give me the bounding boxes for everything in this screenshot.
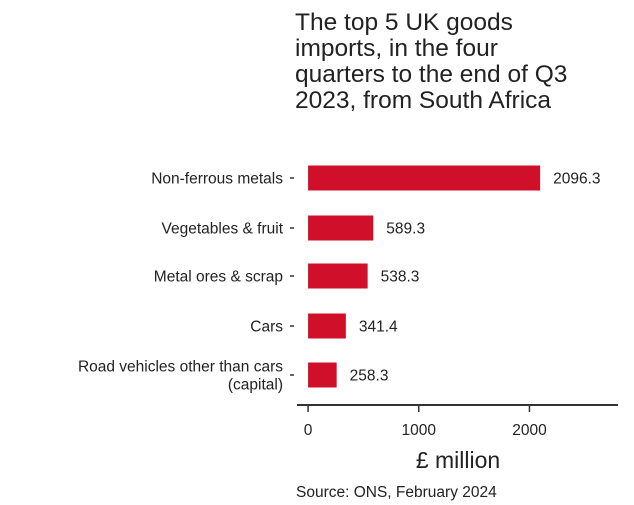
category-label: Non-ferrous metals (151, 171, 283, 188)
category-label: Cars (250, 319, 283, 336)
bar (308, 215, 374, 241)
value-label: 2096.3 (553, 171, 600, 188)
bar (308, 263, 368, 289)
category-label: Road vehicles other than cars (78, 359, 283, 376)
x-tick-label: 0 (304, 422, 313, 439)
x-tick-label: 2000 (512, 422, 547, 439)
category-label: Vegetables & fruit (162, 221, 284, 238)
bar (308, 313, 346, 339)
category-label: Metal ores & scrap (154, 269, 283, 286)
category-label: (capital) (228, 377, 283, 394)
bar (308, 362, 337, 388)
x-axis-title: £ million (416, 447, 500, 473)
chart-title-line: The top 5 UK goods (295, 9, 513, 36)
chart-title-line: imports, in the four (295, 35, 498, 62)
bar (308, 165, 541, 191)
chart-title: The top 5 UK goods imports, in the four … (295, 10, 625, 114)
chart-source: Source: ONS, February 2024 (296, 484, 497, 501)
chart-title-line: quarters to the end of Q3 (295, 61, 568, 88)
value-label: 341.4 (359, 319, 398, 336)
value-label: 258.3 (350, 368, 389, 385)
value-label: 589.3 (386, 221, 425, 238)
x-tick-label: 1000 (402, 422, 437, 439)
chart-title-line: 2023, from South Africa (295, 87, 552, 114)
value-label: 538.3 (381, 269, 420, 286)
